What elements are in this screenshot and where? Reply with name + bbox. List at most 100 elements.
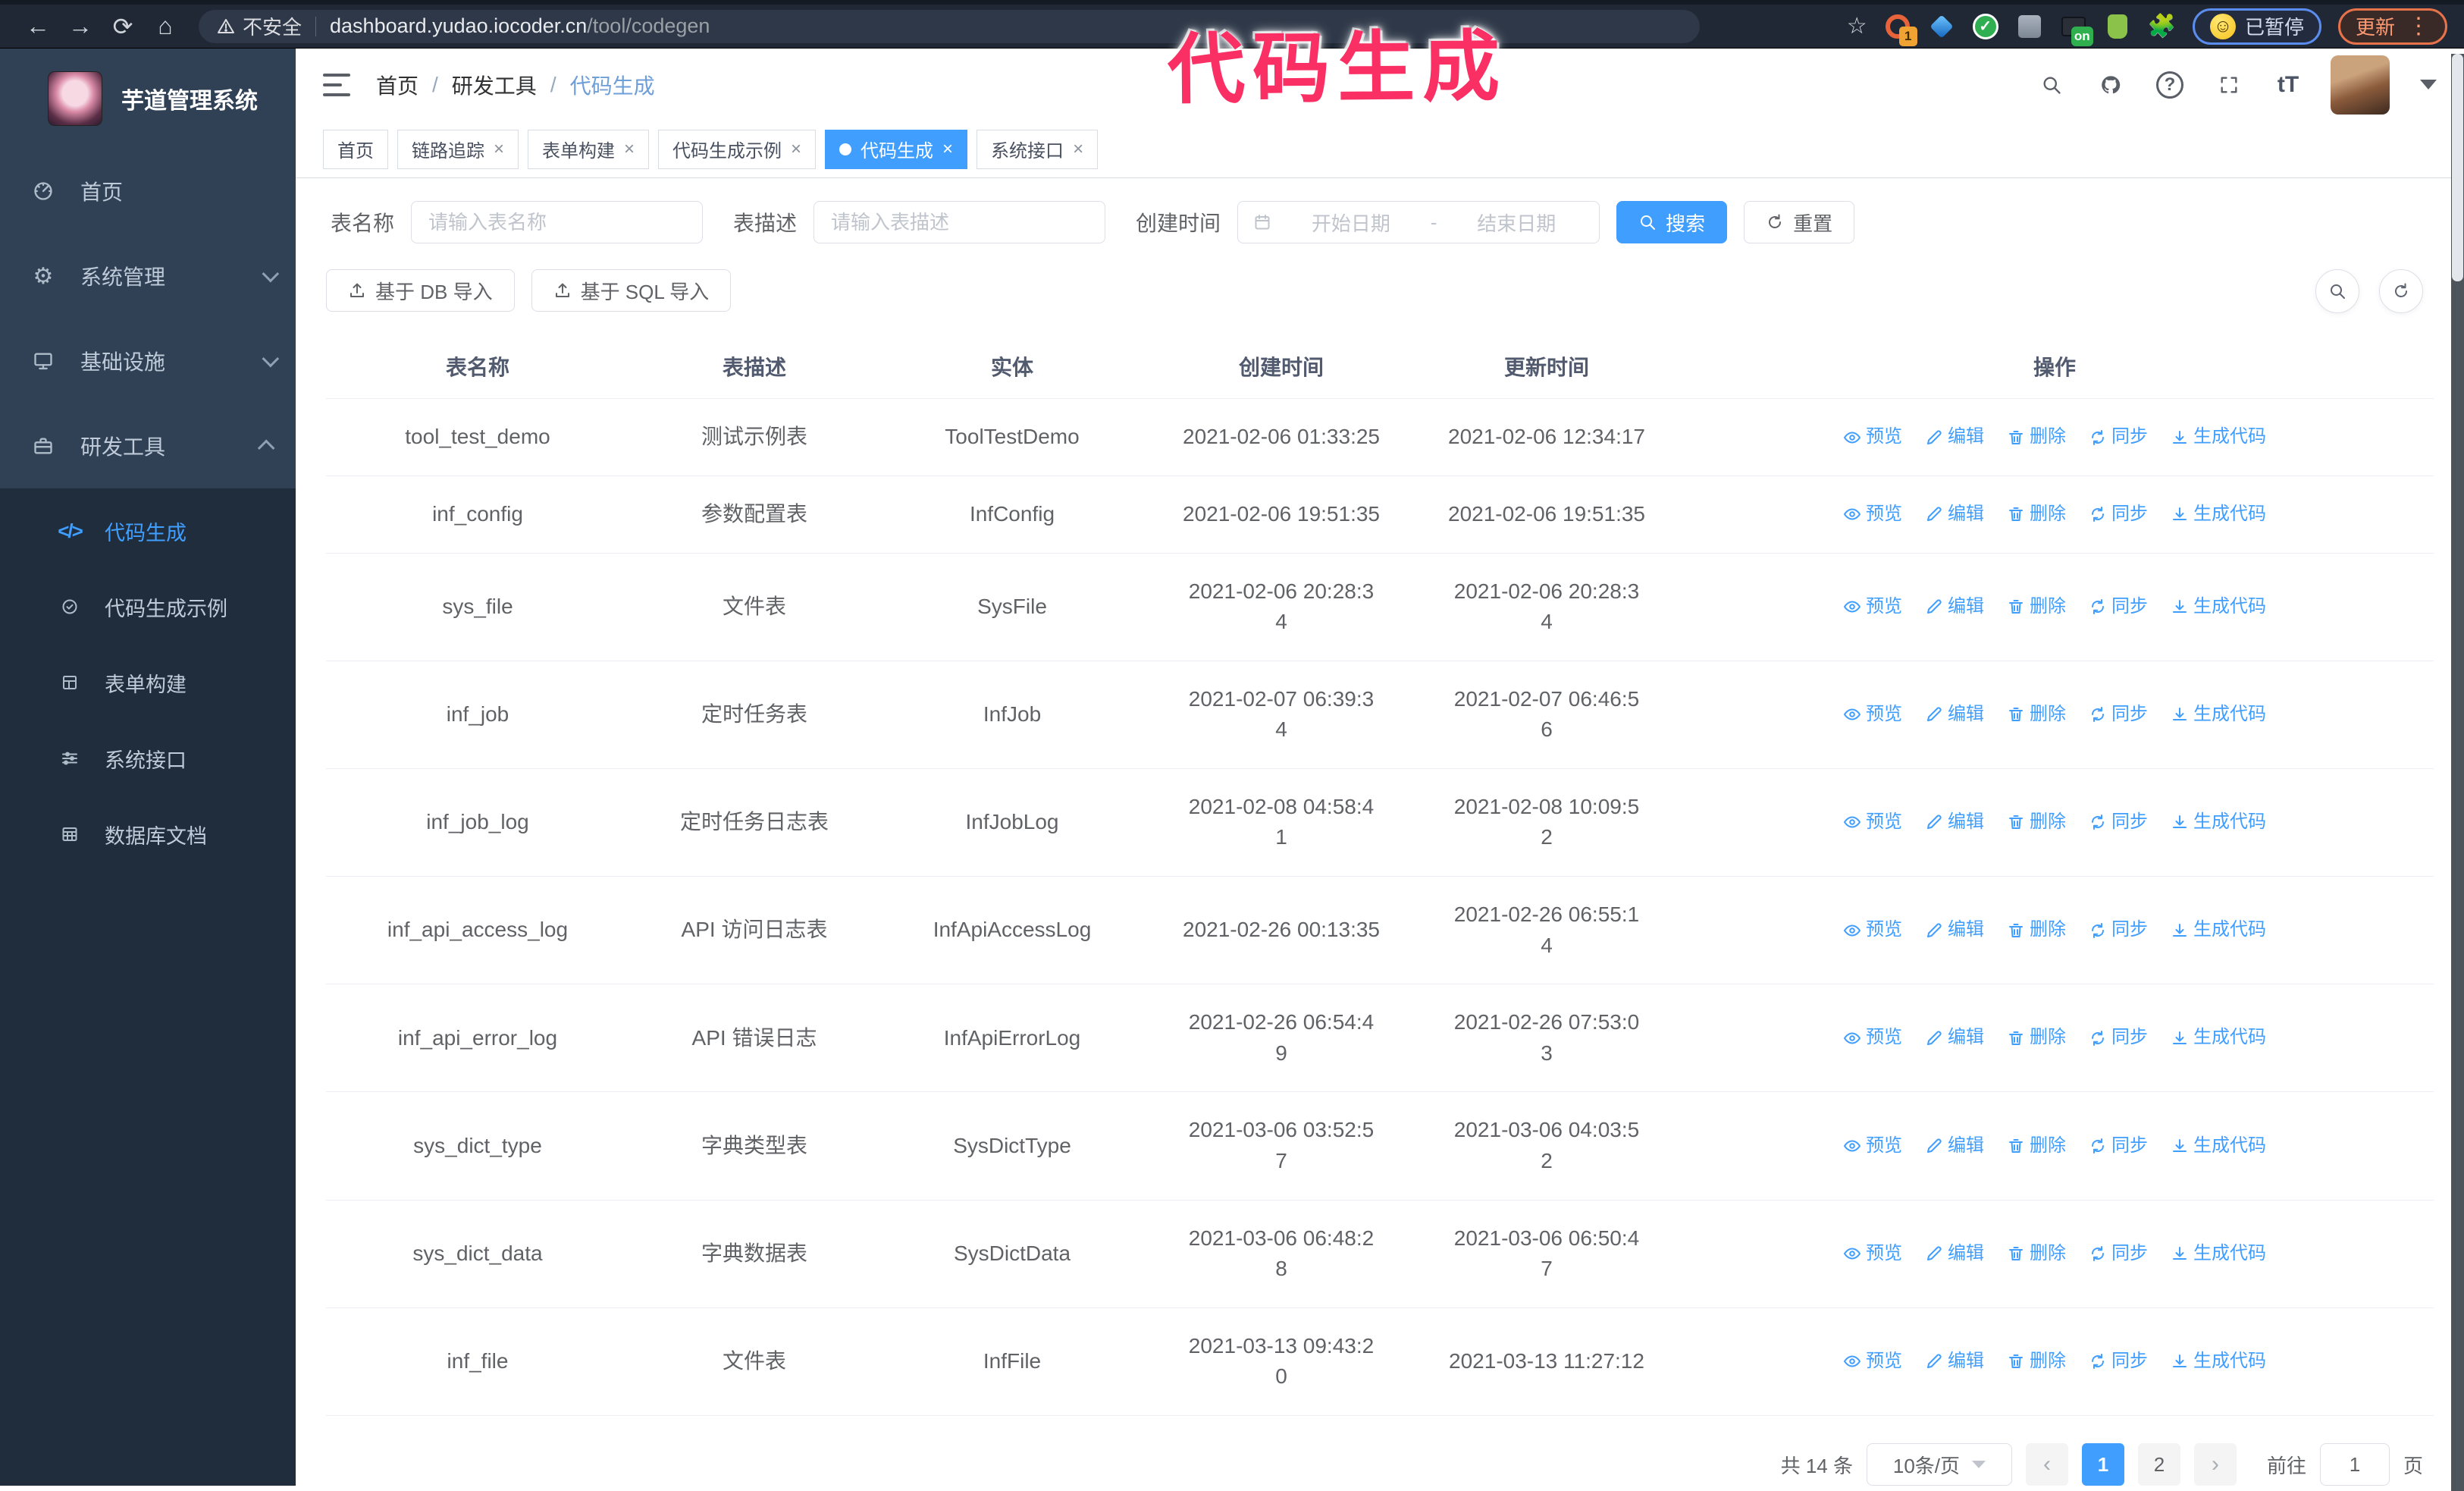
action-edit-link[interactable]: 编辑 [1925,424,1984,450]
app-logo[interactable]: 芋道管理系统 [0,49,296,149]
tab-tracing[interactable]: 链路追踪 × [397,129,519,169]
action-delete-link[interactable]: 删除 [2007,1025,2066,1051]
tab-home[interactable]: 首页 [323,129,388,169]
tab-codegen[interactable]: 代码生成 × [825,129,968,169]
scrollbar-thumb[interactable] [2452,54,2463,281]
action-preview-link[interactable]: 预览 [1843,1348,1902,1375]
goto-page-input[interactable] [2319,1443,2390,1486]
action-edit-link[interactable]: 编辑 [1925,1025,1984,1051]
page-button-1[interactable]: 1 [2081,1443,2124,1486]
sidebar-item-system-api[interactable]: 系统接口 [0,720,296,796]
font-size-icon[interactable]: tT [2277,71,2299,97]
action-sync-link[interactable]: 同步 [2089,1348,2148,1375]
action-delete-link[interactable]: 删除 [2007,1133,2066,1160]
sidebar-item-form-builder[interactable]: 表单构建 [0,645,296,720]
action-generate-link[interactable]: 生成代码 [2171,1241,2266,1267]
chrome-update-button[interactable]: 更新 ⋮ [2337,8,2447,45]
action-edit-link[interactable]: 编辑 [1925,809,1984,836]
fullscreen-icon[interactable] [2212,68,2246,102]
sidebar-item-system[interactable]: ⚙ 系统管理 [0,234,296,319]
next-page-button[interactable]: › [2193,1443,2237,1486]
action-edit-link[interactable]: 编辑 [1925,1133,1984,1160]
action-generate-link[interactable]: 生成代码 [2171,1133,2266,1160]
action-sync-link[interactable]: 同步 [2089,424,2148,450]
action-preview-link[interactable]: 预览 [1843,809,1902,836]
import-sql-button[interactable]: 基于 SQL 导入 [531,269,732,312]
action-sync-link[interactable]: 同步 [2089,594,2148,620]
action-edit-link[interactable]: 编辑 [1925,594,1984,620]
table-name-input[interactable] [411,201,704,244]
bookmark-star-icon[interactable]: ☆ [1846,14,1867,39]
action-edit-link[interactable]: 编辑 [1925,917,1984,943]
table-desc-input[interactable] [813,201,1106,244]
action-sync-link[interactable]: 同步 [2089,1133,2148,1160]
extension-icon-4[interactable] [2016,13,2043,40]
sidebar-item-home[interactable]: 首页 [0,149,296,234]
user-avatar[interactable] [2331,55,2390,115]
prev-page-button[interactable]: ‹ [2025,1443,2068,1486]
browser-reload-icon[interactable]: ⟳ [112,12,133,40]
browser-back-icon[interactable]: ← [26,12,50,39]
sidebar-item-codegen[interactable]: </> 代码生成 [0,493,296,569]
action-preview-link[interactable]: 预览 [1843,1133,1902,1160]
action-sync-link[interactable]: 同步 [2089,702,2148,728]
action-delete-link[interactable]: 删除 [2007,501,2066,528]
close-icon[interactable]: × [1073,138,1084,159]
close-icon[interactable]: × [942,138,954,159]
action-delete-link[interactable]: 删除 [2007,702,2066,728]
extension-icon-6[interactable] [2104,13,2131,40]
action-generate-link[interactable]: 生成代码 [2171,917,2266,943]
tab-system-api[interactable]: 系统接口 × [977,129,1099,169]
action-preview-link[interactable]: 预览 [1843,702,1902,728]
refresh-table-button[interactable] [2379,269,2423,314]
sidebar-item-db-doc[interactable]: 数据库文档 [0,796,296,872]
action-generate-link[interactable]: 生成代码 [2171,594,2266,620]
extension-icon-1[interactable]: 1 [1884,13,1917,46]
action-preview-link[interactable]: 预览 [1843,1241,1902,1267]
extensions-menu-icon[interactable]: 🧩 [2147,14,2176,39]
action-generate-link[interactable]: 生成代码 [2171,424,2266,450]
action-delete-link[interactable]: 删除 [2007,424,2066,450]
date-range-picker[interactable]: 开始日期 - 结束日期 [1237,201,1600,244]
action-preview-link[interactable]: 预览 [1843,1025,1902,1051]
action-sync-link[interactable]: 同步 [2089,917,2148,943]
page-scrollbar[interactable] [2451,54,2464,1491]
extension-icon-2[interactable] [1928,13,1955,40]
action-generate-link[interactable]: 生成代码 [2171,1025,2266,1051]
action-preview-link[interactable]: 预览 [1843,424,1902,450]
action-edit-link[interactable]: 编辑 [1925,1348,1984,1375]
action-delete-link[interactable]: 删除 [2007,594,2066,620]
close-icon[interactable]: × [624,138,635,159]
action-preview-link[interactable]: 预览 [1843,501,1902,528]
action-generate-link[interactable]: 生成代码 [2171,1348,2266,1375]
action-preview-link[interactable]: 预览 [1843,594,1902,620]
search-button[interactable]: 搜索 [1616,201,1728,244]
browser-home-icon[interactable]: ⌂ [158,12,173,39]
action-delete-link[interactable]: 删除 [2007,1348,2066,1375]
close-icon[interactable]: × [494,138,505,159]
sidebar-item-infra[interactable]: 基础设施 [0,319,296,403]
action-delete-link[interactable]: 删除 [2007,1241,2066,1267]
reset-button[interactable]: 重置 [1744,201,1855,244]
action-generate-link[interactable]: 生成代码 [2171,702,2266,728]
sidebar-item-codegen-example[interactable]: 代码生成示例 [0,569,296,645]
help-icon[interactable]: ? [2153,68,2187,102]
browser-forward-icon[interactable]: → [68,12,92,39]
breadcrumb-group[interactable]: 研发工具 [451,74,537,98]
action-sync-link[interactable]: 同步 [2089,1241,2148,1267]
page-size-select[interactable]: 10条/页 [1866,1443,2012,1486]
action-edit-link[interactable]: 编辑 [1925,501,1984,528]
action-sync-link[interactable]: 同步 [2089,809,2148,836]
action-preview-link[interactable]: 预览 [1843,917,1902,943]
tab-codegen-example[interactable]: 代码生成示例 × [658,129,817,169]
profile-paused-chip[interactable]: ☺ 已暂停 [2192,8,2321,45]
github-icon[interactable] [2094,68,2127,102]
breadcrumb-home[interactable]: 首页 [376,74,419,98]
hamburger-icon[interactable] [323,73,350,96]
action-sync-link[interactable]: 同步 [2089,501,2148,528]
action-edit-link[interactable]: 编辑 [1925,1241,1984,1267]
action-generate-link[interactable]: 生成代码 [2171,501,2266,528]
address-bar[interactable]: 不安全 dashboard.yudao.iocoder.cn /tool/cod… [199,9,1700,43]
avatar-caret-down-icon[interactable] [2420,80,2437,90]
page-button-2[interactable]: 2 [2137,1443,2180,1486]
